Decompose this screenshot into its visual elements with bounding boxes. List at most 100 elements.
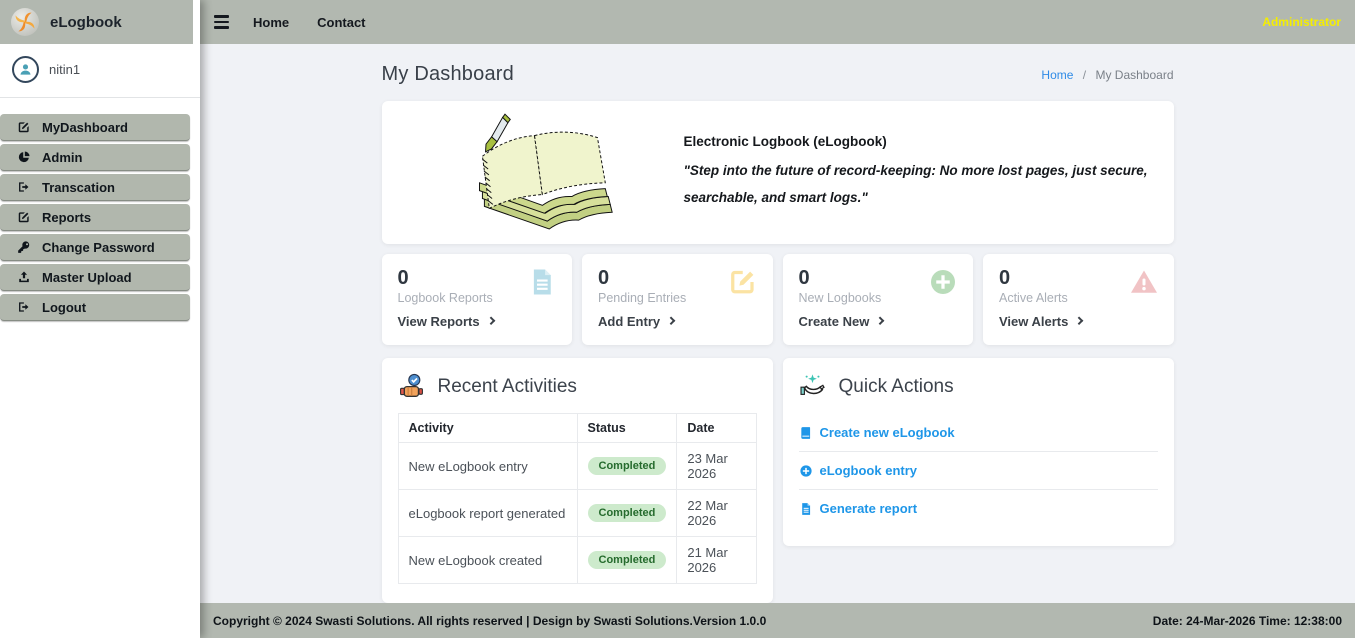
breadcrumb-home-link[interactable]: Home	[1041, 67, 1074, 82]
quick-action-link[interactable]: eLogbook entry	[799, 463, 1158, 478]
sidebar-item[interactable]: MyDashboard	[0, 114, 190, 141]
status-badge: Completed	[587, 504, 667, 522]
stat-label: Active Alerts	[999, 291, 1068, 305]
book-icon	[799, 426, 813, 440]
status-cell: Completed	[576, 442, 678, 490]
activity-cell: New eLogbook created	[397, 536, 578, 584]
quick-action-item: Create new eLogbook	[798, 414, 1158, 452]
sidebar-item-label: MyDashboard	[42, 119, 128, 135]
chevron-right-icon	[666, 317, 675, 325]
sidebar-item[interactable]: Admin	[0, 144, 190, 171]
sidebar-item-label: Reports	[42, 209, 92, 225]
quick-action-link[interactable]: Create new eLogbook	[799, 425, 1158, 440]
main-area: Home Contact Administrator My Dashboard …	[200, 0, 1355, 638]
sidebar-item[interactable]: Reports	[0, 204, 190, 231]
stat-link-label: View Reports	[397, 314, 480, 329]
stat-card: 0 Pending Entries Add Entry	[582, 254, 773, 345]
sidebar-divider	[0, 97, 200, 98]
footer: Copyright © 2024 Swasti Solutions. All r…	[200, 603, 1355, 638]
sidebar-item-label: Admin	[42, 149, 83, 165]
stat-value: 0	[798, 267, 810, 289]
stat-card: 0 Active Alerts View Alerts	[983, 254, 1174, 345]
stat-value: 0	[397, 267, 409, 289]
breadcrumb: Home / My Dashboard	[1041, 68, 1173, 82]
status-badge: Completed	[587, 551, 667, 569]
hand-sparkle-icon	[799, 373, 826, 400]
footer-datetime: Date: 24-Mar-2026 Time: 12:38:00	[1152, 613, 1342, 628]
sidebar-header: eLogbook	[0, 0, 193, 44]
table-header-cell: Date	[676, 413, 757, 443]
user-role-label[interactable]: Administrator	[1262, 15, 1341, 29]
stat-card: 0 New Logbooks Create New	[782, 254, 973, 345]
stat-label: Logbook Reports	[397, 291, 493, 305]
nav-contact[interactable]: Contact	[317, 14, 366, 30]
sidebar-item-label: Logout	[42, 299, 87, 315]
hamburger-menu-icon[interactable]	[214, 15, 229, 29]
stat-label: Pending Entries	[598, 291, 687, 305]
chevron-right-icon	[486, 317, 495, 325]
quick-action-label: Create new eLogbook	[819, 425, 955, 440]
breadcrumb-separator: /	[1082, 67, 1087, 82]
sidebar-item[interactable]: Transcation	[0, 174, 190, 201]
sidebar-menu: MyDashboard Admin Transcation Reports	[0, 114, 200, 321]
quick-action-item: Generate report	[799, 490, 1158, 527]
key-icon	[17, 240, 31, 254]
stat-link-label: Create New	[798, 314, 870, 329]
table-header-cell: Activity	[397, 413, 578, 443]
stat-action-link[interactable]: View Reports	[398, 314, 557, 329]
content-area: My Dashboard Home / My Dashboard	[200, 44, 1355, 603]
sidebar-item[interactable]: Logout	[0, 294, 190, 321]
stat-link-label: Add Entry	[598, 314, 661, 329]
stat-action-link[interactable]: View Alerts	[999, 314, 1158, 329]
quick-actions-header: Quick Actions	[799, 373, 1158, 400]
sidebar-item-label: Change Password	[42, 239, 155, 255]
plus-circle-icon	[928, 267, 958, 297]
breadcrumb-current: My Dashboard	[1095, 67, 1174, 82]
plus-circle-icon	[799, 464, 813, 478]
date-cell: 23 Mar 2026	[676, 442, 757, 490]
table-row: eLogbook report generated Completed 22 M…	[397, 489, 757, 537]
quick-actions-list: Create new eLogbook eLogbook entry	[798, 414, 1158, 527]
status-cell: Completed	[576, 489, 678, 537]
brand-title: eLogbook	[50, 13, 122, 31]
edit-icon	[17, 120, 31, 134]
sign-out-icon	[17, 180, 31, 194]
user-row: nitin1	[0, 44, 200, 93]
pie-chart-icon	[17, 150, 31, 164]
stat-link-label: View Alerts	[999, 314, 1069, 329]
hand-check-icon	[398, 373, 425, 400]
hero-quote: "Step into the future of record-keeping:…	[683, 163, 1148, 205]
sidebar-item[interactable]: Change Password	[0, 234, 190, 261]
table-row: New eLogbook entry Completed 23 Mar 2026	[397, 442, 757, 490]
stat-action-link[interactable]: Create New	[799, 314, 958, 329]
warning-icon	[1129, 267, 1159, 297]
upload-icon	[17, 270, 31, 284]
stat-action-link[interactable]: Add Entry	[598, 314, 757, 329]
quick-action-link[interactable]: Generate report	[799, 501, 1158, 516]
table-header-cell: Status	[576, 413, 678, 443]
hero-card: Electronic Logbook (eLogbook) "Step into…	[381, 101, 1174, 244]
edit-icon	[17, 210, 31, 224]
status-cell: Completed	[576, 536, 678, 584]
file-icon	[799, 502, 813, 516]
nav-home[interactable]: Home	[253, 14, 290, 30]
quick-actions-card: Quick Actions Create new eLogbook	[782, 358, 1174, 546]
edit-square-icon	[728, 267, 758, 297]
table-row: New eLogbook created Completed 21 Mar 20…	[397, 536, 757, 584]
chevron-right-icon	[876, 317, 884, 325]
stat-value: 0	[999, 267, 1011, 289]
stat-cards-row: 0 Logbook Reports View Reports 0 Pending…	[381, 254, 1174, 345]
chevron-right-icon	[1075, 317, 1084, 325]
recent-activities-card: Recent Activities Activity Status Date	[381, 358, 773, 603]
quick-action-label: eLogbook entry	[819, 463, 918, 478]
sign-out-icon	[17, 300, 31, 314]
quick-action-label: Generate report	[819, 501, 918, 516]
sidebar-item-label: Master Upload	[42, 269, 132, 285]
sidebar-item[interactable]: Master Upload	[0, 264, 190, 291]
recent-activities-title: Recent Activities	[437, 375, 577, 397]
hero-text: Electronic Logbook (eLogbook) "Step into…	[684, 134, 1150, 211]
status-badge: Completed	[587, 457, 667, 475]
username: nitin1	[49, 62, 81, 77]
quick-actions-title: Quick Actions	[838, 375, 954, 397]
